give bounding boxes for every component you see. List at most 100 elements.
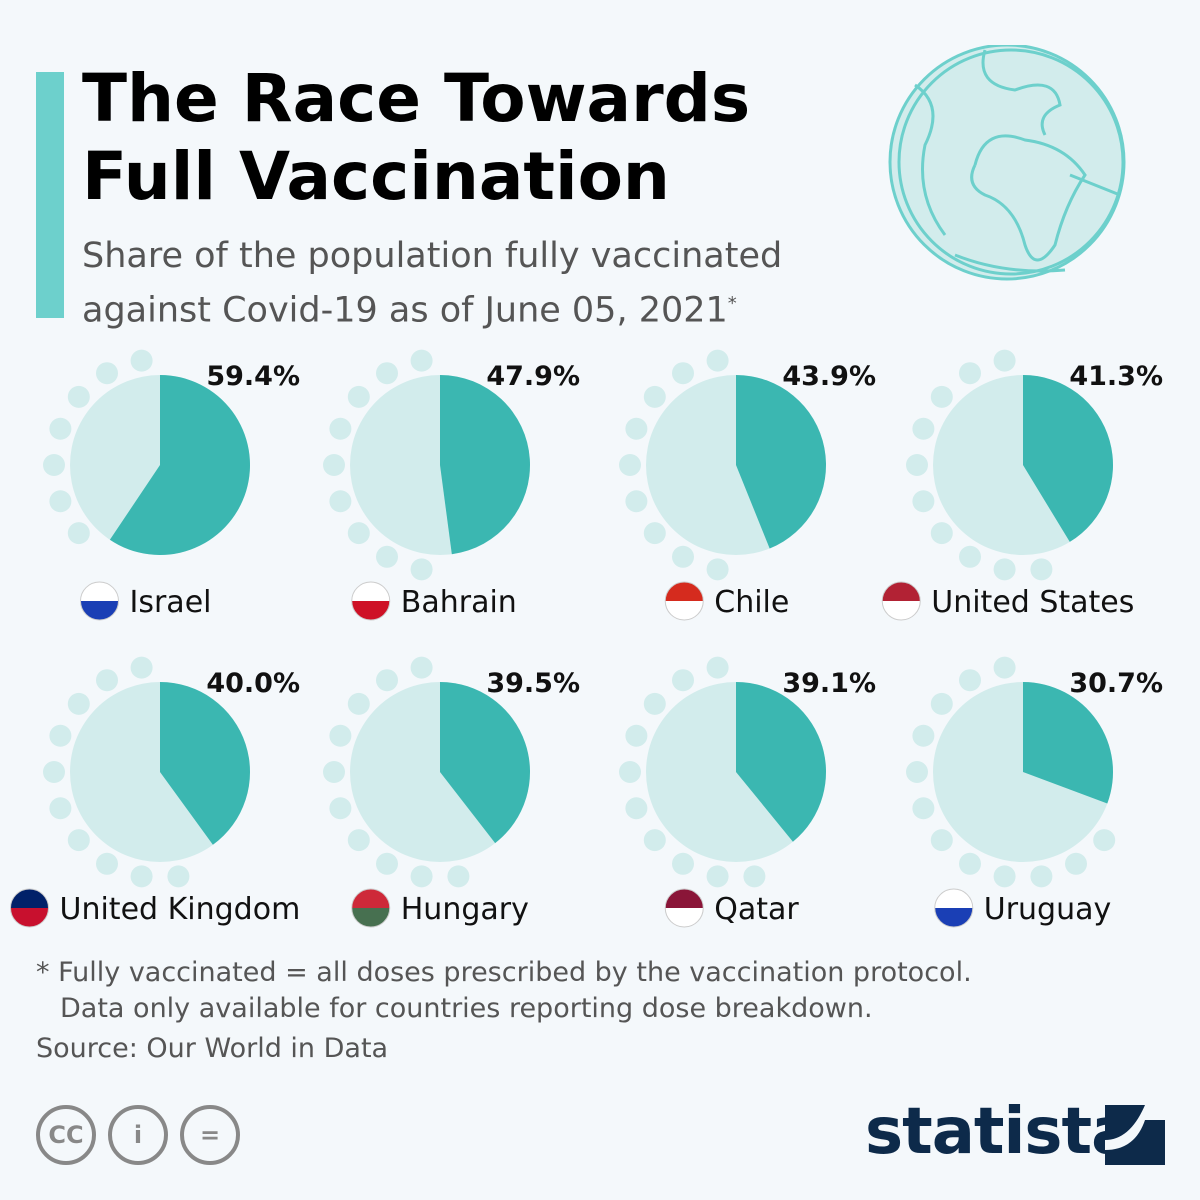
virus-dot (43, 761, 65, 783)
virus-dot (376, 362, 398, 385)
virus-dot (376, 852, 398, 875)
virus-dot (643, 522, 666, 545)
virus-dot (329, 724, 352, 747)
flag-icon (665, 582, 704, 620)
statista-logo[interactable]: statista (865, 1095, 1134, 1169)
subtitle: Share of the population fully vaccinated… (82, 236, 783, 331)
virus-dot (912, 490, 935, 513)
virus-dot (672, 362, 694, 385)
virus-dot (67, 522, 90, 545)
virus-dot (930, 385, 953, 408)
virus-dot (410, 656, 433, 679)
pie-israel: 59.4% Israel (43, 349, 300, 621)
virus-dot (625, 797, 648, 820)
country-label: Hungary (401, 892, 529, 927)
value-label: 40.0% (206, 668, 300, 699)
virus-dot (672, 545, 694, 568)
flag-icon (882, 582, 921, 620)
virus-dot (96, 669, 118, 692)
flag-icon (934, 889, 973, 927)
no-derivatives-icon[interactable]: = (180, 1105, 240, 1165)
virus-dot (959, 545, 981, 568)
virus-dot (167, 865, 190, 888)
flag-icon (665, 889, 704, 927)
virus-dot (1030, 558, 1053, 581)
virus-dot (347, 692, 370, 715)
virus-dot (43, 454, 65, 476)
virus-dot (706, 656, 729, 679)
cc-license-icon[interactable]: CC (36, 1105, 96, 1165)
virus-dot (625, 724, 648, 747)
footnote: * Fully vaccinated = all doses prescribe… (36, 957, 972, 1024)
virus-dot (323, 454, 345, 476)
virus-dot (347, 385, 370, 408)
virus-dot (643, 829, 666, 852)
pie-chart-grid: 59.4% Israel 47.9% Bahrain 43.9% Chile 41.3% Un… (10, 349, 1163, 928)
page-title: The Race Towards Full Vaccination (82, 60, 751, 215)
virus-dot (625, 417, 648, 440)
pie-united-states: 41.3% United States (881, 349, 1163, 621)
virus-dot (672, 852, 694, 875)
pie-slice-vaccinated (736, 682, 827, 842)
virus-dot (1093, 829, 1116, 852)
pie-slice-vaccinated (1023, 682, 1113, 804)
virus-dot (96, 852, 118, 875)
virus-dot (329, 797, 352, 820)
flag-icon (351, 582, 390, 620)
virus-dot (930, 829, 953, 852)
pie-slice-vaccinated (440, 682, 530, 844)
virus-dot (67, 829, 90, 852)
virus-dot (959, 362, 981, 385)
flag-icon (10, 889, 49, 927)
virus-dot (376, 669, 398, 692)
value-label: 39.1% (782, 668, 876, 699)
virus-dot (912, 417, 935, 440)
value-label: 39.5% (486, 668, 580, 699)
virus-dot (993, 656, 1016, 679)
virus-dot (706, 865, 729, 888)
attribution-icon[interactable]: i (108, 1105, 168, 1165)
virus-dot (906, 454, 928, 476)
country-label: Qatar (714, 892, 799, 927)
virus-dot (329, 417, 352, 440)
virus-dot (959, 852, 981, 875)
pie-united-kingdom: 40.0% United Kingdom (10, 656, 301, 928)
virus-dot (67, 385, 90, 408)
pie-hungary: 39.5% Hungary (323, 656, 580, 928)
virus-dot (643, 692, 666, 715)
virus-dot (706, 558, 729, 581)
pie-chile: 43.9% Chile (619, 349, 876, 621)
virus-dot (906, 761, 928, 783)
virus-dot (67, 692, 90, 715)
accent-bar (36, 72, 64, 318)
virus-dot (619, 454, 641, 476)
country-label: United Kingdom (60, 892, 301, 927)
virus-dot (347, 829, 370, 852)
country-label: Israel (130, 585, 212, 620)
virus-dot (993, 558, 1016, 581)
virus-dot (410, 558, 433, 581)
virus-dot (1065, 852, 1087, 875)
country-label: Bahrain (401, 585, 517, 620)
virus-dot (993, 349, 1016, 372)
virus-dot (49, 797, 72, 820)
pie-uruguay: 30.7% Uruguay (906, 656, 1163, 928)
value-label: 30.7% (1069, 668, 1163, 699)
source: Source: Our World in Data (36, 1033, 389, 1064)
value-label: 47.9% (486, 361, 580, 392)
virus-dot (130, 865, 153, 888)
statista-logo-mark (1105, 1105, 1165, 1165)
virus-dot (706, 349, 729, 372)
flag-icon (80, 582, 119, 620)
virus-dot (930, 522, 953, 545)
virus-dot (96, 362, 118, 385)
country-label: Chile (714, 585, 789, 620)
virus-dot (130, 349, 153, 372)
pie-slice-vaccinated (736, 375, 826, 549)
virus-dot (643, 385, 666, 408)
virus-dot (49, 490, 72, 513)
virus-dot (323, 761, 345, 783)
virus-dot (376, 545, 398, 568)
virus-dot (410, 349, 433, 372)
virus-dot (447, 865, 470, 888)
